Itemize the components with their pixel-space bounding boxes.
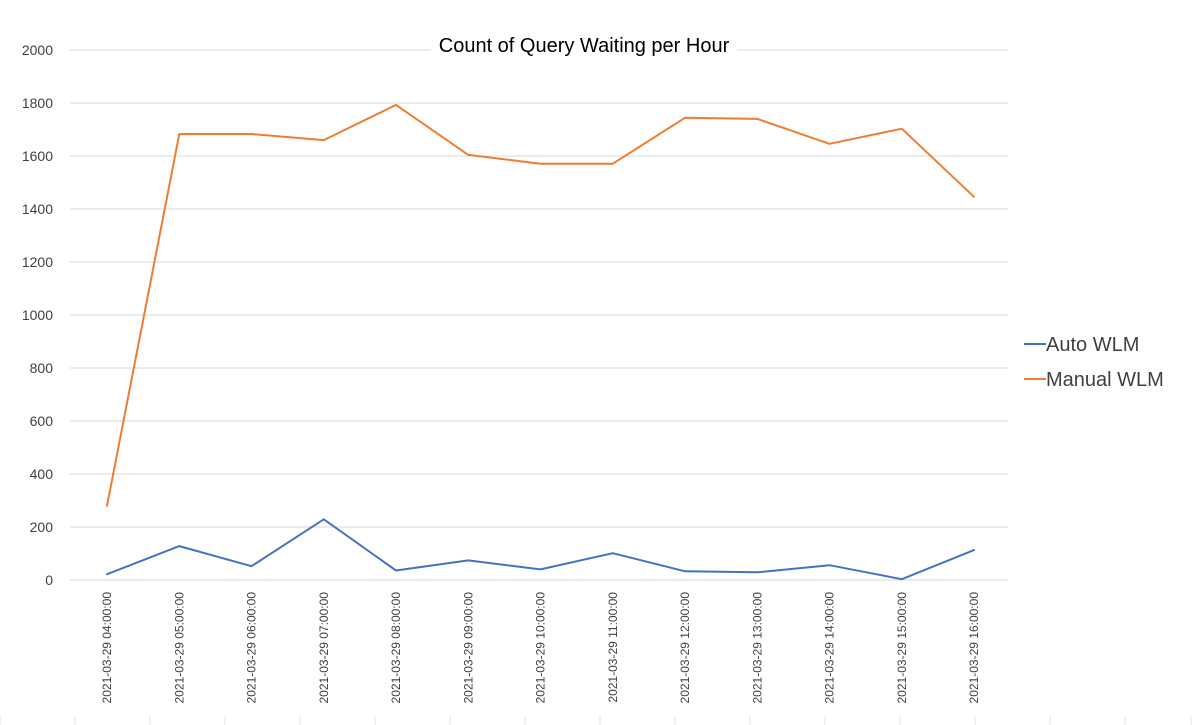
x-tick-label: 2021-03-29 09:00:00 [461, 592, 475, 704]
data-point[interactable] [538, 567, 543, 572]
y-tick-label: 0 [45, 572, 53, 588]
data-point[interactable] [972, 548, 977, 553]
data-point[interactable] [105, 503, 110, 508]
data-point[interactable] [827, 563, 832, 568]
chart-title: Count of Query Waiting per Hour [439, 35, 730, 57]
data-point[interactable] [972, 194, 977, 199]
y-tick-label: 1200 [22, 254, 53, 270]
data-point[interactable] [394, 102, 399, 107]
data-point[interactable] [321, 517, 326, 522]
series-group [105, 102, 977, 582]
data-point[interactable] [177, 544, 182, 549]
series-line-auto-wlm[interactable] [106, 518, 975, 581]
y-tick-label: 1400 [22, 201, 53, 217]
data-point[interactable] [466, 152, 471, 157]
data-point[interactable] [610, 551, 615, 556]
x-tick-label: 2021-03-29 13:00:00 [750, 592, 764, 704]
data-point[interactable] [683, 569, 688, 574]
legend-item[interactable]: Auto WLM [1024, 334, 1139, 356]
series-line-manual-wlm[interactable] [106, 103, 975, 507]
chart-title-background [430, 33, 738, 59]
y-axis-tick-labels: 0 200 400 600 800 1000 1200 1400 1600 1800 2000 [22, 42, 53, 588]
y-tick-label: 1800 [22, 95, 53, 111]
data-point[interactable] [538, 161, 543, 166]
data-point[interactable] [899, 126, 904, 131]
gridlines [70, 49, 1008, 581]
data-point[interactable] [177, 132, 182, 137]
y-tick-label: 800 [30, 360, 54, 376]
data-point[interactable] [610, 161, 615, 166]
data-point[interactable] [899, 577, 904, 582]
data-point[interactable] [827, 141, 832, 146]
x-tick-label: 2021-03-29 07:00:00 [317, 592, 331, 704]
x-tick-label: 2021-03-29 16:00:00 [967, 592, 981, 704]
y-tick-label: 1000 [22, 307, 53, 323]
x-tick-label: 2021-03-29 14:00:00 [823, 592, 837, 704]
x-tick-label: 2021-03-29 10:00:00 [534, 592, 548, 704]
data-point[interactable] [755, 570, 760, 575]
x-tick-label: 2021-03-29 11:00:00 [606, 592, 620, 703]
y-tick-label: 600 [30, 413, 54, 429]
x-tick-label: 2021-03-29 05:00:00 [172, 592, 186, 704]
y-tick-label: 2000 [22, 42, 53, 58]
data-point[interactable] [105, 572, 110, 577]
y-tick-label: 200 [30, 519, 54, 535]
x-tick-label: 2021-03-29 12:00:00 [678, 592, 692, 704]
data-point[interactable] [683, 115, 688, 120]
data-point[interactable] [249, 564, 254, 569]
x-tick-label: 2021-03-29 15:00:00 [895, 592, 909, 704]
chart-title-group[interactable]: Count of Query Waiting per Hour [430, 33, 738, 59]
legend-item[interactable]: Manual WLM [1024, 369, 1164, 391]
legend-label: Manual WLM [1046, 369, 1164, 391]
x-tick-label: 2021-03-29 08:00:00 [389, 592, 403, 704]
data-point[interactable] [394, 568, 399, 573]
data-point[interactable] [249, 132, 254, 137]
data-point[interactable] [755, 116, 760, 121]
x-tick-label: 2021-03-29 04:00:00 [100, 592, 114, 704]
x-tick-label: 2021-03-29 06:00:00 [245, 592, 259, 704]
x-axis-tick-labels: 2021-03-29 04:00:00 2021-03-29 05:00:00 20… [100, 592, 981, 704]
y-tick-label: 400 [30, 466, 54, 482]
y-tick-label: 1600 [22, 148, 53, 164]
data-point[interactable] [466, 558, 471, 563]
data-point[interactable] [321, 138, 326, 143]
legend[interactable]: Auto WLM Manual WLM [1024, 334, 1164, 391]
legend-label: Auto WLM [1046, 334, 1139, 356]
